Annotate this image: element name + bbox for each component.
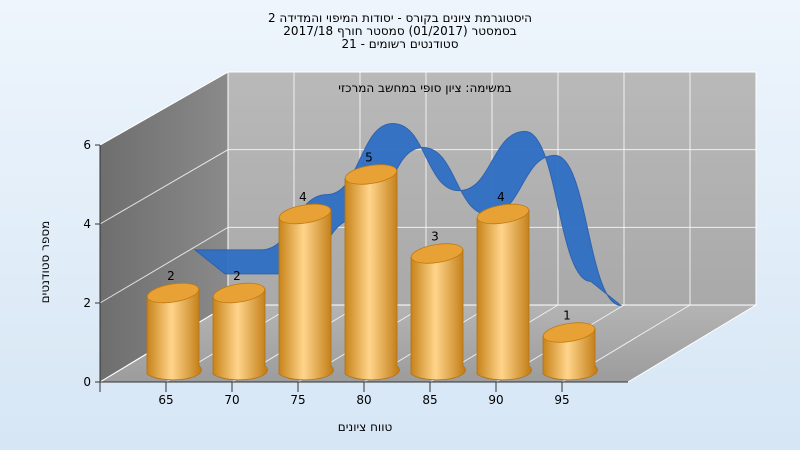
bar-data-label: 4 bbox=[299, 190, 307, 204]
x-tick-label: 75 bbox=[290, 393, 305, 407]
bar-top bbox=[476, 203, 530, 225]
bar-body bbox=[278, 209, 334, 381]
grid-line-y bbox=[99, 149, 756, 225]
bar-cylinder: 5 bbox=[344, 151, 400, 381]
chart-title-line-2: בסמסטר (01/2017) סמסטר חורף 2017/18 bbox=[283, 24, 516, 38]
chart-title-line-1: היסטוגרמת ציונים בקורס - יסודות המיפוי ו… bbox=[268, 11, 532, 25]
x-tick-label: 80 bbox=[356, 393, 371, 407]
bar-cylinder: 2 bbox=[146, 269, 202, 381]
bar-data-label: 2 bbox=[167, 269, 175, 283]
bar-top bbox=[344, 164, 398, 185]
bar-top bbox=[146, 282, 200, 304]
bar-data-label: 1 bbox=[563, 309, 571, 323]
bar-cylinder: 4 bbox=[476, 190, 532, 381]
chart-subtitle: במשימה: ציון סופי במחשב המרכזי bbox=[338, 81, 512, 95]
grid-line-y bbox=[99, 71, 756, 146]
bar-body bbox=[146, 288, 202, 381]
y-tick-label: 6 bbox=[83, 138, 91, 152]
chart-title-line-3: סטודנטים רשומים - 21 bbox=[341, 37, 458, 51]
y-ticks: 0 2 4 6 bbox=[83, 138, 100, 389]
bar-data-label: 4 bbox=[497, 190, 505, 204]
series-cylinders: 2 2 4 5 3 4 1 bbox=[146, 151, 598, 381]
x-ticks: 65 70 75 80 85 90 95 bbox=[99, 382, 570, 407]
bar-cylinder: 4 bbox=[278, 190, 334, 381]
x-tick-label: 90 bbox=[488, 393, 503, 407]
x-tick-label: 85 bbox=[422, 393, 437, 407]
bar-body bbox=[476, 209, 532, 381]
bar-data-label: 3 bbox=[431, 230, 439, 244]
y-tick-label: 2 bbox=[83, 296, 91, 310]
bar-cylinder: 3 bbox=[410, 230, 466, 381]
bar-top bbox=[278, 203, 332, 225]
x-tick-label: 95 bbox=[554, 393, 569, 407]
bar-body bbox=[212, 288, 268, 381]
bar-data-label: 5 bbox=[365, 151, 373, 165]
y-tick-label: 0 bbox=[83, 375, 91, 389]
x-tick-label: 70 bbox=[224, 393, 239, 407]
bar-cylinder: 2 bbox=[212, 269, 268, 381]
bar-top bbox=[410, 243, 464, 264]
bar-body bbox=[410, 249, 466, 381]
x-tick-label: 65 bbox=[158, 393, 173, 407]
y-tick-label: 4 bbox=[83, 217, 91, 231]
y-axis-label: מספר סטודנטים bbox=[38, 221, 52, 304]
x-axis-label: טווח ציונים bbox=[338, 420, 393, 434]
bar-top bbox=[542, 322, 596, 343]
bar-body bbox=[344, 170, 400, 381]
bar-cylinder: 1 bbox=[542, 309, 598, 381]
bar-data-label: 2 bbox=[233, 269, 241, 283]
bar-top bbox=[212, 282, 266, 304]
